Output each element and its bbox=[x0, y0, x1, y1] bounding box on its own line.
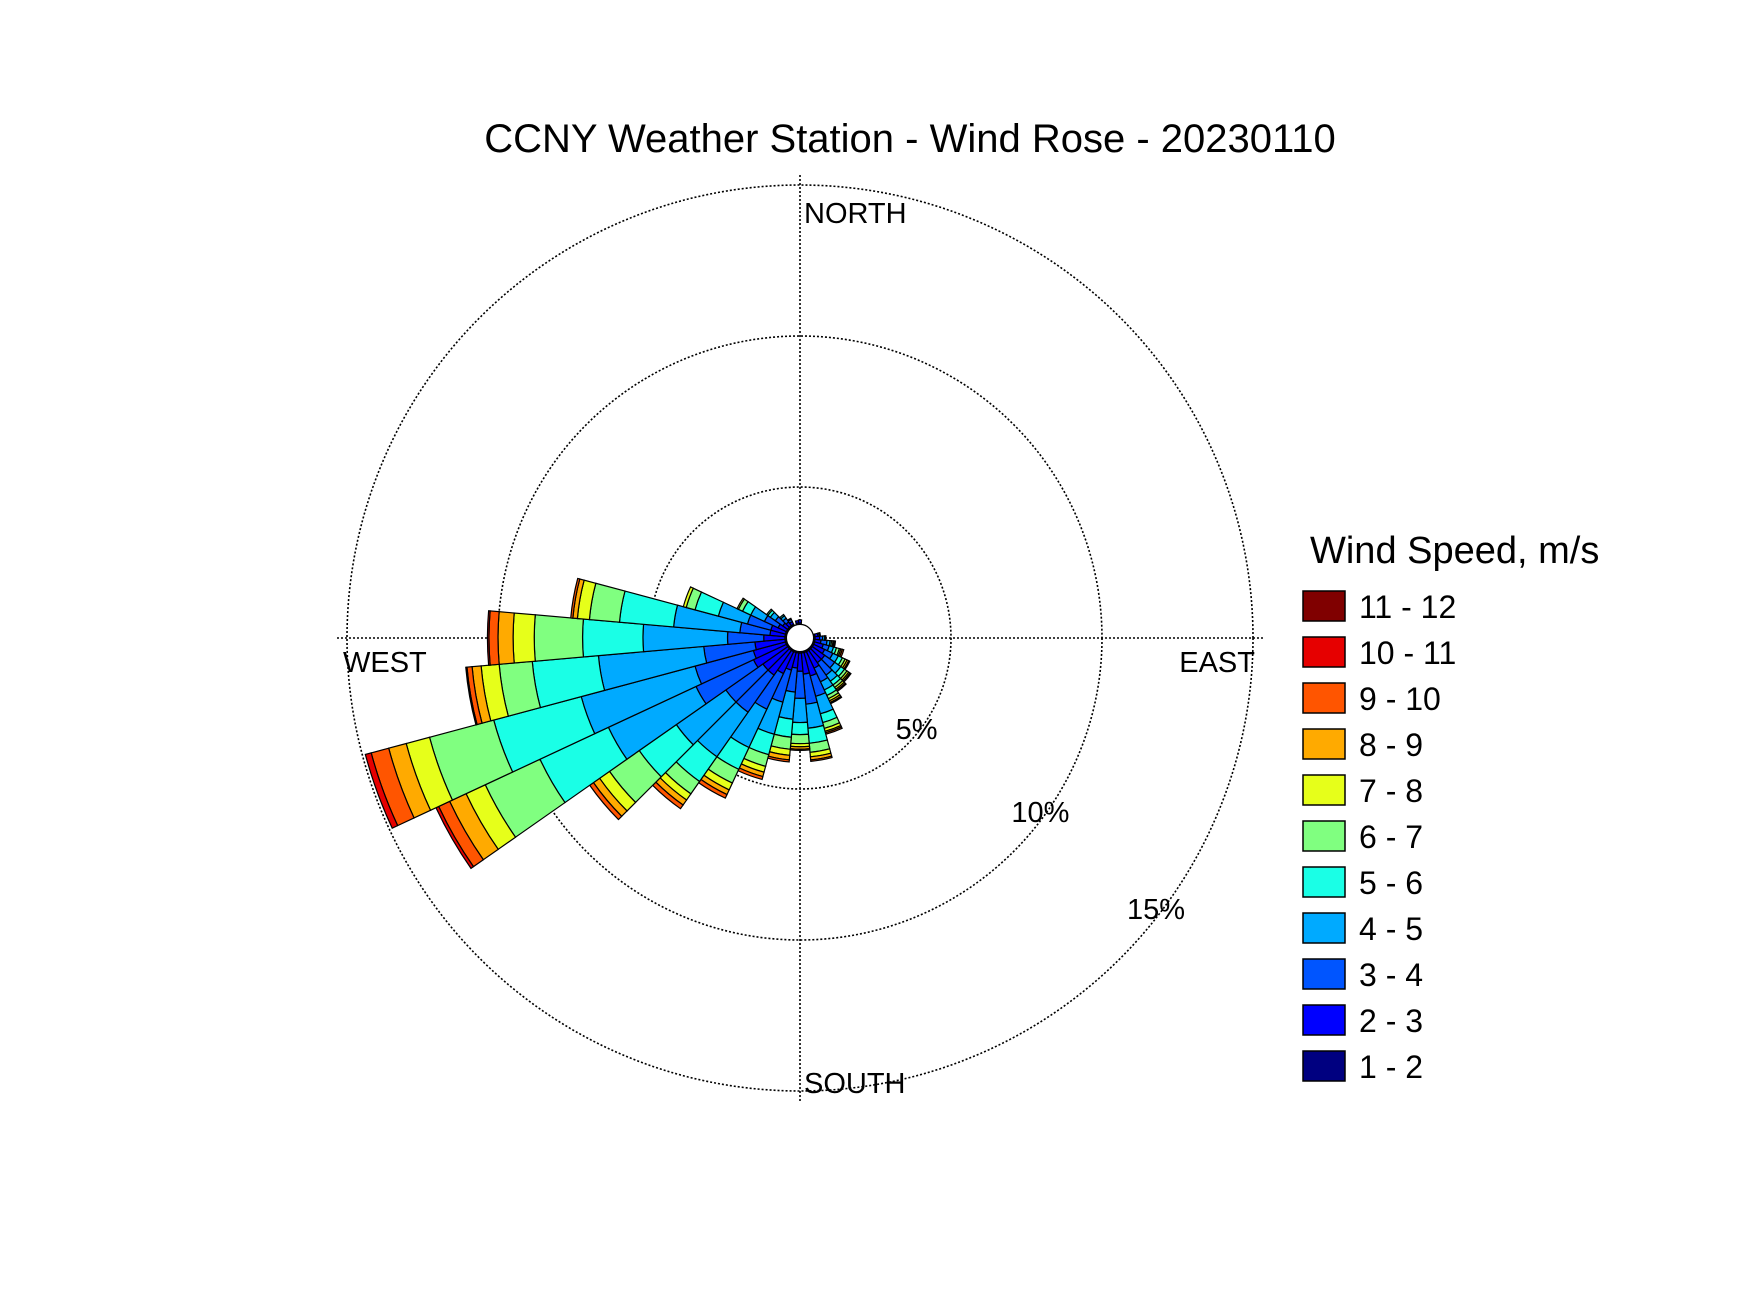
sector-180-bin-8 bbox=[789, 748, 811, 751]
wind-sectors bbox=[364, 577, 852, 870]
sector-300-bin-6 bbox=[736, 597, 746, 611]
sector-360-bin-1 bbox=[797, 619, 803, 624]
sector-310-bin-5 bbox=[765, 608, 774, 617]
sector-250-bin-9 bbox=[364, 752, 399, 829]
sector-270-bin-4 bbox=[581, 618, 645, 658]
direction-label-west: WEST bbox=[343, 647, 427, 679]
legend-label: 10 - 11 bbox=[1359, 635, 1456, 671]
legend-swatch bbox=[1302, 590, 1346, 622]
sector-170-bin-8 bbox=[810, 755, 833, 762]
ring-label-10-percent: 10% bbox=[1011, 797, 1069, 829]
legend-swatch bbox=[1302, 958, 1346, 990]
legend-swatch bbox=[1302, 682, 1346, 714]
legend-swatch bbox=[1302, 912, 1346, 944]
sector-330-bin-3 bbox=[786, 617, 793, 623]
legend-label: 3 - 4 bbox=[1359, 957, 1423, 993]
legend-swatch bbox=[1302, 636, 1346, 668]
ring-label-5-percent: 5% bbox=[896, 714, 938, 746]
sector-270-bin-7 bbox=[497, 611, 515, 665]
legend-label: 7 - 8 bbox=[1359, 773, 1423, 809]
sector-280-bin-8 bbox=[570, 577, 581, 619]
legend-swatch bbox=[1302, 820, 1346, 852]
direction-label-north: NORTH bbox=[804, 198, 907, 230]
legend-label: 2 - 3 bbox=[1359, 1003, 1423, 1039]
ring-label-15-percent: 15% bbox=[1127, 894, 1185, 926]
legend-swatch bbox=[1302, 1050, 1346, 1082]
sector-320-bin-4 bbox=[778, 613, 786, 620]
chart-title: CCNY Weather Station - Wind Rose - 20230… bbox=[484, 117, 1336, 161]
legend-label: 4 - 5 bbox=[1359, 911, 1423, 947]
legend-label: 8 - 9 bbox=[1359, 727, 1423, 763]
sector-260-bin-9 bbox=[465, 666, 478, 726]
legend-swatch bbox=[1302, 774, 1346, 806]
calm-center bbox=[785, 623, 815, 653]
direction-label-east: EAST bbox=[1179, 647, 1255, 679]
sector-180-bin-4 bbox=[790, 721, 810, 736]
sector-270-bin-6 bbox=[512, 612, 536, 664]
legend: Wind Speed, m/s 11 - 12 10 - 11 9 - 10 8 - … bbox=[1302, 530, 1599, 1085]
sector-270-bin-5 bbox=[533, 614, 585, 662]
legend-label: 11 - 12 bbox=[1359, 589, 1456, 625]
legend-label: 6 - 7 bbox=[1359, 819, 1423, 855]
sector-270-bin-9 bbox=[486, 610, 491, 666]
sector-90-bin-1 bbox=[814, 635, 821, 641]
legend-swatch bbox=[1302, 728, 1346, 760]
sector-180-bin-5 bbox=[790, 733, 810, 745]
sector-280-bin-4 bbox=[618, 590, 679, 628]
legend-label: 1 - 2 bbox=[1359, 1049, 1423, 1085]
legend-swatch bbox=[1302, 866, 1346, 898]
sector-90-bin-4 bbox=[824, 635, 827, 641]
legend-title: Wind Speed, m/s bbox=[1310, 530, 1599, 572]
direction-label-south: SOUTH bbox=[804, 1068, 906, 1100]
sector-290-bin-6 bbox=[682, 586, 695, 609]
legend-label: 5 - 6 bbox=[1359, 865, 1423, 901]
legend-swatch bbox=[1302, 1004, 1346, 1036]
sector-270-bin-8 bbox=[488, 610, 500, 666]
legend-label: 9 - 10 bbox=[1359, 681, 1441, 717]
